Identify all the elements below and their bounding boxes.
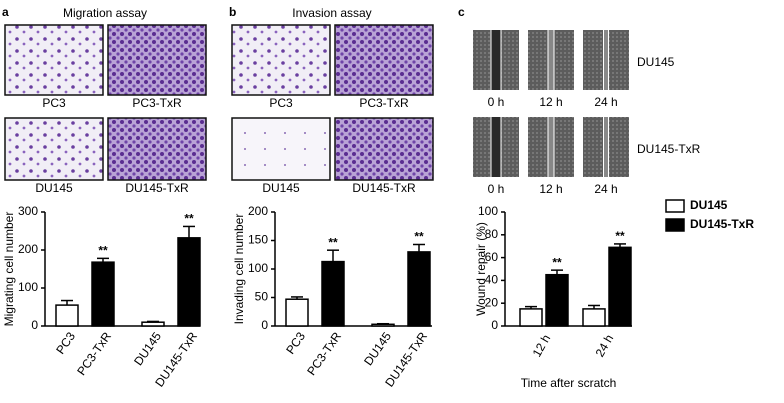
image-caption: DU145-TxR (352, 181, 416, 195)
legend-label: DU145 (690, 198, 728, 212)
y-tick-label: 0 (261, 318, 268, 332)
y-tick-label: 100 (248, 261, 268, 275)
panel-letter: a (2, 5, 9, 19)
x-tick-label: 12 h (530, 332, 554, 359)
legend-swatch (665, 218, 685, 232)
scratch-gap (491, 117, 501, 177)
y-tick-label: 60 (485, 250, 499, 264)
y-tick-label: 200 (248, 204, 268, 218)
row-label: DU145-TxR (637, 142, 701, 156)
bar (141, 321, 165, 327)
x-tick-label: DU145 (361, 329, 394, 368)
bar (371, 323, 395, 327)
significance: ** (98, 244, 108, 258)
time-caption: 0 h (488, 95, 505, 109)
y-tick-label: 150 (248, 233, 268, 247)
significance: ** (552, 255, 562, 269)
micrograph (231, 24, 331, 96)
y-tick-label: 300 (18, 204, 38, 218)
significance: ** (184, 212, 194, 226)
panel-letter: c (458, 5, 465, 19)
x-tick-label: PC3-TxR (304, 329, 344, 378)
x-axis-label: Time after scratch (521, 376, 617, 390)
x-tick-label: PC3 (53, 329, 78, 356)
image-caption: PC3 (42, 96, 66, 110)
image-caption: DU145 (35, 181, 73, 195)
y-tick-label: 40 (485, 273, 499, 287)
y-tick-label: 200 (18, 242, 38, 256)
time-caption: 12 h (539, 182, 562, 196)
y-tick-label: 0 (491, 318, 498, 332)
bar (91, 261, 115, 327)
scratch-gap (603, 30, 609, 90)
bar (407, 251, 431, 327)
image-caption: PC3-TxR (359, 96, 409, 110)
row-label: DU145 (637, 55, 675, 69)
scratch-gap (603, 117, 609, 177)
time-caption: 12 h (539, 95, 562, 109)
bar (582, 308, 606, 327)
y-axis-label: Invading cell number (232, 214, 246, 325)
y-tick-label: 50 (255, 290, 269, 304)
bar (519, 308, 543, 327)
y-axis-label: Wound repair (%) (474, 222, 488, 316)
bar (177, 237, 201, 327)
scratch-gap (548, 30, 554, 90)
y-tick-label: 20 (485, 295, 499, 309)
time-caption: 24 h (594, 182, 617, 196)
micrograph (334, 117, 434, 181)
panel-title: Invasion assay (292, 6, 371, 20)
image-caption: DU145 (262, 181, 300, 195)
micrograph (334, 24, 434, 96)
x-tick-label: PC3 (283, 329, 308, 356)
bar (608, 246, 632, 327)
x-tick-label: PC3-TxR (74, 329, 114, 378)
scratch-gap (491, 30, 501, 90)
y-tick-label: 0 (31, 318, 38, 332)
y-axis-label: Migrating cell number (2, 212, 16, 327)
image-caption: DU145-TxR (125, 181, 189, 195)
micrograph (231, 117, 331, 181)
micrograph (4, 117, 104, 181)
scratch-gap (548, 117, 554, 177)
y-tick-label: 80 (485, 227, 499, 241)
image-caption: PC3 (269, 96, 293, 110)
panel-title: Migration assay (63, 6, 147, 20)
x-tick-label: DU145 (131, 329, 164, 368)
micrograph (107, 24, 207, 96)
bar (55, 304, 79, 327)
y-tick-label: 100 (478, 204, 498, 218)
time-caption: 24 h (594, 95, 617, 109)
y-tick-label: 100 (18, 280, 38, 294)
significance: ** (414, 230, 424, 244)
legend-swatch (665, 199, 685, 213)
panel-letter: b (229, 5, 236, 19)
significance: ** (328, 235, 338, 249)
micrograph (4, 24, 104, 96)
legend-label: DU145-TxR (690, 217, 754, 231)
bar (285, 298, 309, 327)
x-tick-label: 24 h (593, 332, 617, 359)
significance: ** (615, 229, 625, 243)
image-caption: PC3-TxR (132, 96, 182, 110)
time-caption: 0 h (488, 182, 505, 196)
micrograph (107, 117, 207, 181)
bar (321, 260, 345, 327)
bar (545, 273, 569, 327)
